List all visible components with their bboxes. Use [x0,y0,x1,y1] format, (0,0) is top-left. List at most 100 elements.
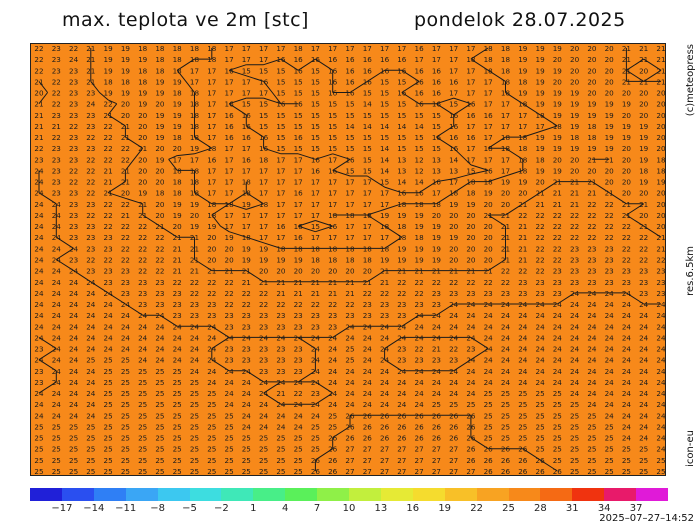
grid-value: 24 [553,356,563,365]
grid-value: 26 [449,434,459,443]
grid-value: 17 [415,55,424,64]
grid-value: 23 [52,55,61,64]
grid-value: 24 [518,322,528,331]
model-label: icon-eu [685,430,696,467]
grid-value: 20 [138,133,148,142]
grid-value: 19 [639,144,649,153]
grid-value: 24 [397,378,407,387]
grid-value: 23 [656,267,665,276]
grid-value: 24 [605,411,615,420]
grid-value: 25 [432,400,441,409]
grid-value: 26 [501,456,511,465]
grid-value: 19 [587,100,597,109]
color-scale-tick-label: 13 [374,503,388,514]
grid-value: 24 [363,333,373,342]
grid-value: 17 [225,77,234,86]
grid-value: 24 [380,389,390,398]
grid-value: 25 [86,456,95,465]
grid-value: 17 [190,66,199,75]
grid-value: 24 [587,322,597,331]
grid-value: 17 [259,166,268,175]
grid-value: 25 [138,411,147,420]
grid-value: 25 [104,423,113,432]
grid-value: 26 [518,467,528,476]
grid-value: 19 [104,89,114,98]
grid-value: 24 [155,333,165,342]
grid-value: 23 [259,345,268,354]
grid-value: 15 [294,111,303,120]
grid-value: 17 [380,233,389,242]
grid-value: 18 [155,44,165,53]
grid-value: 22 [207,289,216,298]
grid-value: 23 [397,345,406,354]
grid-value: 18 [363,256,373,265]
grid-value: 24 [69,289,79,298]
grid-value: 24 [639,423,649,432]
grid-value: 25 [570,423,579,432]
grid-value: 20 [466,256,476,265]
grid-value: 18 [259,155,269,164]
grid-value: 25 [518,423,527,432]
grid-value: 21 [570,200,579,209]
grid-value: 22 [536,211,545,220]
grid-value: 18 [173,44,183,53]
grid-value: 12 [415,166,424,175]
grid-value: 19 [518,178,528,187]
grid-value: 23 [259,367,268,376]
grid-value: 24 [52,289,62,298]
grid-value: 27 [363,445,372,454]
grid-value: 24 [69,311,79,320]
grid-value: 24 [622,400,632,409]
grid-value: 21 [173,256,182,265]
grid-value: 24 [639,400,649,409]
grid-value: 24 [173,345,183,354]
grid-value: 19 [518,89,528,98]
contour-line [168,47,558,249]
grid-value: 23 [501,289,510,298]
grid-value: 24 [155,345,165,354]
grid-value: 24 [656,356,666,365]
grid-value: 23 [622,267,631,276]
grid-value: 24 [536,356,546,365]
grid-value: 24 [466,389,476,398]
grid-value: 25 [553,423,562,432]
grid-value: 27 [363,467,372,476]
grid-value: 17 [345,44,354,53]
color-scale-tick-label: −2 [214,503,229,514]
grid-value: 24 [155,356,165,365]
grid-value: 26 [328,445,338,454]
grid-value: 25 [501,423,510,432]
grid-value: 26 [328,456,338,465]
grid-value: 25 [69,467,78,476]
grid-value: 17 [259,55,268,64]
grid-value: 15 [328,111,337,120]
grid-value: 25 [622,456,631,465]
grid-value: 22 [104,144,113,153]
grid-value: 23 [311,322,320,331]
grid-value: 24 [34,278,44,287]
grid-value: 17 [518,111,527,120]
color-scale-segment [125,488,159,501]
grid-value: 23 [639,289,648,298]
grid-value: 25 [104,400,113,409]
grid-value: 13 [432,155,441,164]
grid-value: 23 [605,256,614,265]
grid-value: 21 [570,189,579,198]
grid-value: 25 [553,411,562,420]
contour-line [38,170,661,405]
grid-value: 23 [242,356,251,365]
grid-value: 22 [587,200,596,209]
grid-value: 25 [121,367,130,376]
grid-value: 24 [415,389,425,398]
grid-value: 20 [484,256,494,265]
grid-value: 16 [432,66,442,75]
grid-value: 21 [328,289,337,298]
grid-value: 21 [276,289,285,298]
grid-value: 24 [570,300,580,309]
grid-value: 24 [328,367,338,376]
grid-value: 23 [570,244,579,253]
grid-value: 24 [570,311,580,320]
grid-value: 20 [587,77,597,86]
grid-value: 25 [155,367,164,376]
grid-value: 15 [397,133,406,142]
